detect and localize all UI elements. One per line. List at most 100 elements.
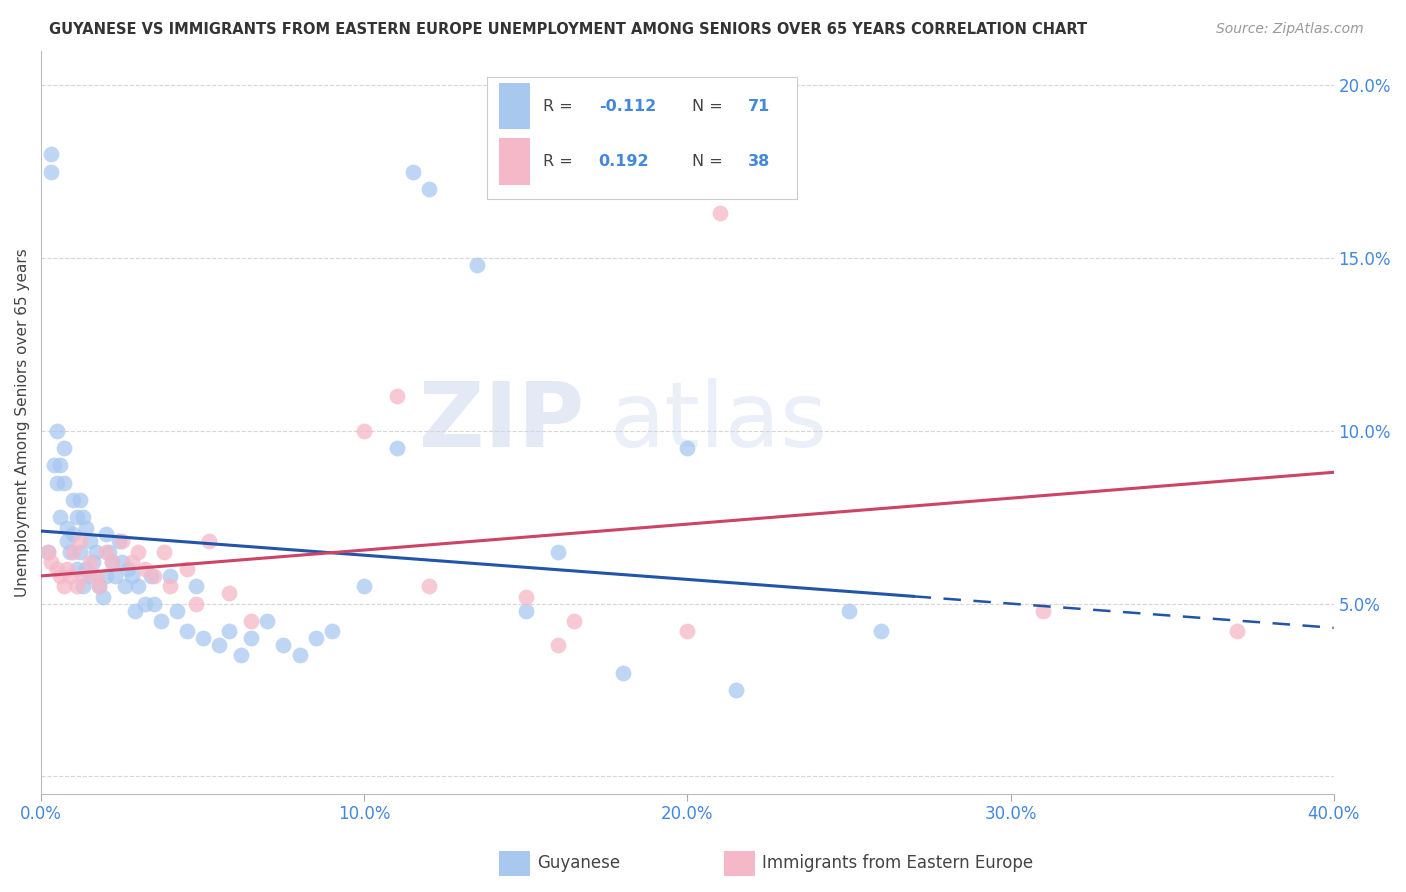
Point xyxy=(353,424,375,438)
Point xyxy=(111,534,134,549)
Point xyxy=(418,579,440,593)
Point xyxy=(79,534,101,549)
Point xyxy=(149,614,172,628)
Point xyxy=(676,624,699,639)
Point xyxy=(186,579,208,593)
Point xyxy=(94,545,117,559)
Point xyxy=(191,631,214,645)
Point xyxy=(46,424,69,438)
Point xyxy=(42,458,65,473)
Point xyxy=(75,520,97,534)
Point xyxy=(218,586,240,600)
Point xyxy=(1032,603,1054,617)
Point xyxy=(305,631,328,645)
Point xyxy=(52,579,75,593)
Point xyxy=(59,545,82,559)
Point xyxy=(72,569,94,583)
Point xyxy=(353,579,375,593)
Point xyxy=(515,590,537,604)
Point xyxy=(89,579,111,593)
Point xyxy=(121,555,143,569)
Point xyxy=(418,182,440,196)
Point xyxy=(46,562,69,576)
Point xyxy=(98,545,121,559)
Point xyxy=(208,638,231,652)
Point xyxy=(59,569,82,583)
Point xyxy=(288,648,311,663)
Point xyxy=(240,614,263,628)
Point xyxy=(838,603,860,617)
Point xyxy=(385,389,408,403)
Text: ZIP: ZIP xyxy=(419,378,583,467)
Text: atlas: atlas xyxy=(610,378,828,467)
Point xyxy=(62,545,84,559)
Point xyxy=(186,597,208,611)
Point xyxy=(37,545,59,559)
Point xyxy=(46,475,69,490)
Point xyxy=(870,624,893,639)
Point xyxy=(127,579,149,593)
Point xyxy=(143,569,166,583)
Point xyxy=(153,545,176,559)
Point xyxy=(121,569,143,583)
Point xyxy=(124,603,146,617)
Point xyxy=(385,441,408,455)
Point xyxy=(75,562,97,576)
Text: Immigrants from Eastern Europe: Immigrants from Eastern Europe xyxy=(762,855,1033,872)
Point xyxy=(547,638,569,652)
Point xyxy=(72,510,94,524)
Text: Source: ZipAtlas.com: Source: ZipAtlas.com xyxy=(1216,22,1364,37)
Point xyxy=(56,562,79,576)
Point xyxy=(37,545,59,559)
Y-axis label: Unemployment Among Seniors over 65 years: Unemployment Among Seniors over 65 years xyxy=(15,248,30,597)
Point xyxy=(143,597,166,611)
Point xyxy=(101,555,124,569)
Point xyxy=(39,147,62,161)
Point xyxy=(231,648,253,663)
Point xyxy=(1226,624,1249,639)
Point xyxy=(66,562,89,576)
Point xyxy=(52,475,75,490)
Point xyxy=(69,534,91,549)
Point xyxy=(66,510,89,524)
Point xyxy=(159,579,181,593)
Point xyxy=(612,665,634,680)
Point xyxy=(56,520,79,534)
Point xyxy=(467,258,489,272)
Point xyxy=(82,555,104,569)
Point xyxy=(218,624,240,639)
Point xyxy=(176,624,198,639)
Point xyxy=(166,603,188,617)
Point xyxy=(69,492,91,507)
Point xyxy=(159,569,181,583)
Point xyxy=(84,545,107,559)
Point xyxy=(176,562,198,576)
Point xyxy=(52,441,75,455)
Point xyxy=(117,562,139,576)
Point xyxy=(49,510,72,524)
Point xyxy=(127,545,149,559)
Point xyxy=(49,569,72,583)
Point xyxy=(39,164,62,178)
Point xyxy=(273,638,295,652)
Point xyxy=(101,555,124,569)
Point xyxy=(547,545,569,559)
Point xyxy=(111,555,134,569)
Point xyxy=(72,579,94,593)
Point xyxy=(56,534,79,549)
Point xyxy=(240,631,263,645)
Point xyxy=(66,579,89,593)
Text: Guyanese: Guyanese xyxy=(537,855,620,872)
Point xyxy=(69,545,91,559)
Point xyxy=(676,441,699,455)
Point xyxy=(49,458,72,473)
Point xyxy=(39,555,62,569)
Point xyxy=(89,579,111,593)
Point xyxy=(256,614,278,628)
Point xyxy=(114,579,136,593)
Point xyxy=(198,534,221,549)
Point xyxy=(79,569,101,583)
Point xyxy=(134,562,156,576)
Point xyxy=(134,597,156,611)
Point xyxy=(709,206,731,220)
